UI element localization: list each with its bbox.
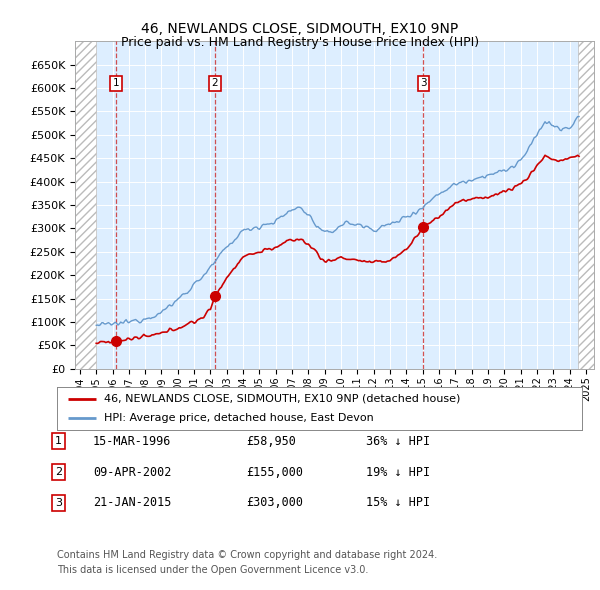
Text: £58,950: £58,950 (246, 435, 296, 448)
Text: Price paid vs. HM Land Registry's House Price Index (HPI): Price paid vs. HM Land Registry's House … (121, 36, 479, 49)
Text: 2: 2 (212, 78, 218, 88)
Text: 21-JAN-2015: 21-JAN-2015 (93, 496, 172, 509)
Text: 46, NEWLANDS CLOSE, SIDMOUTH, EX10 9NP: 46, NEWLANDS CLOSE, SIDMOUTH, EX10 9NP (142, 22, 458, 37)
Text: £155,000: £155,000 (246, 466, 303, 478)
Text: 3: 3 (55, 498, 62, 507)
Text: 3: 3 (420, 78, 427, 88)
Text: 09-APR-2002: 09-APR-2002 (93, 466, 172, 478)
Text: Contains HM Land Registry data © Crown copyright and database right 2024.: Contains HM Land Registry data © Crown c… (57, 550, 437, 560)
Text: 46, NEWLANDS CLOSE, SIDMOUTH, EX10 9NP (detached house): 46, NEWLANDS CLOSE, SIDMOUTH, EX10 9NP (… (104, 394, 461, 404)
Text: 19% ↓ HPI: 19% ↓ HPI (366, 466, 430, 478)
Text: 2: 2 (55, 467, 62, 477)
Bar (578, 41, 594, 369)
Text: 1: 1 (112, 78, 119, 88)
Bar (75, 41, 96, 369)
Text: £303,000: £303,000 (246, 496, 303, 509)
Text: 15% ↓ HPI: 15% ↓ HPI (366, 496, 430, 509)
Text: 36% ↓ HPI: 36% ↓ HPI (366, 435, 430, 448)
Text: HPI: Average price, detached house, East Devon: HPI: Average price, detached house, East… (104, 413, 374, 423)
Text: 1: 1 (55, 437, 62, 446)
Text: This data is licensed under the Open Government Licence v3.0.: This data is licensed under the Open Gov… (57, 565, 368, 575)
Text: 15-MAR-1996: 15-MAR-1996 (93, 435, 172, 448)
